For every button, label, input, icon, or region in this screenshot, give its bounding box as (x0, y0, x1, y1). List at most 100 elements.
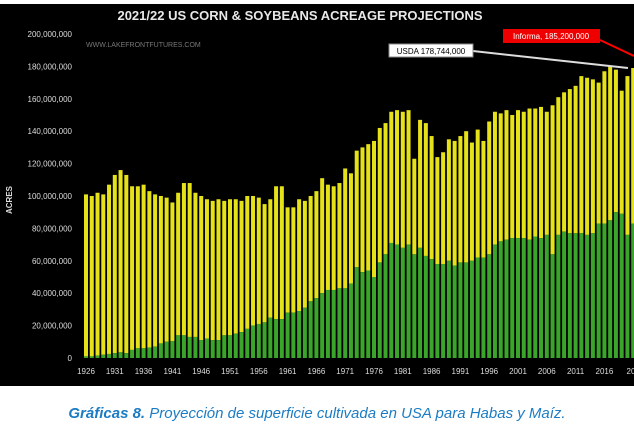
bar-corn (308, 196, 313, 302)
x-tick-label: 2011 (567, 367, 585, 376)
y-tick-label: 200,000,000 (28, 30, 73, 39)
bar-corn (153, 194, 158, 347)
bar-corn (475, 129, 480, 258)
bar-corn (360, 147, 365, 273)
bar-soybeans (573, 233, 578, 358)
bar-corn (274, 186, 279, 320)
bar-soybeans (492, 244, 497, 358)
bar-soybeans (314, 298, 319, 358)
bar-corn (84, 194, 88, 357)
bar-corn (464, 131, 469, 263)
bar-corn (170, 202, 175, 341)
bar-corn (400, 111, 405, 248)
bar-soybeans (360, 272, 365, 358)
y-tick-label: 20,000,000 (32, 322, 73, 331)
bar-corn (130, 186, 135, 350)
bar-corn (302, 200, 307, 308)
bar-soybeans (176, 335, 181, 358)
bar-corn (297, 199, 302, 312)
bar-soybeans (613, 212, 618, 358)
bar-corn (418, 119, 423, 248)
bar-soybeans (279, 319, 284, 358)
bar-soybeans (285, 312, 290, 358)
acreage-chart: 2021/22 US CORN & SOYBEANS ACREAGE PROJE… (0, 4, 634, 386)
x-tick-label: 1941 (164, 367, 182, 376)
bar-soybeans (164, 341, 169, 358)
bar-soybeans (170, 340, 175, 358)
x-tick-label: 1971 (336, 367, 354, 376)
bar-soybeans (216, 340, 221, 358)
bar-soybeans (256, 323, 261, 358)
bar-soybeans (475, 257, 480, 358)
bar-soybeans (596, 223, 601, 358)
bar-corn (602, 71, 607, 224)
bar-soybeans (245, 328, 250, 358)
bar-corn (492, 111, 497, 245)
bar-soybeans (343, 288, 348, 358)
bar-corn (112, 174, 117, 354)
bar-corn (562, 92, 567, 232)
bar-soybeans (262, 322, 267, 358)
bar-corn (585, 77, 590, 235)
bar-corn (285, 207, 290, 313)
bar-soybeans (158, 343, 163, 358)
x-tick-label: 1956 (250, 367, 268, 376)
bar-soybeans (130, 349, 135, 358)
figure-caption: Gráficas 8. Proyección de superficie cul… (0, 405, 634, 422)
bar-corn (556, 97, 561, 235)
bar-soybeans (516, 238, 520, 358)
chart-svg: 2021/22 US CORN & SOYBEANS ACREAGE PROJE… (5, 8, 634, 376)
bar-corn (481, 140, 486, 258)
bar-soybeans (602, 223, 607, 358)
bar-corn (372, 140, 376, 277)
bar-corn (389, 111, 394, 243)
x-tick-label: 2016 (596, 367, 614, 376)
bar-soybeans (487, 254, 492, 358)
bar-corn (239, 200, 244, 333)
bar-corn (423, 123, 428, 256)
bar-corn (101, 194, 106, 355)
bar-soybeans (556, 234, 561, 358)
bar-soybeans (464, 262, 469, 358)
bar-soybeans (107, 353, 112, 358)
x-tick-label: 1996 (480, 367, 498, 376)
bar-soybeans (446, 260, 451, 358)
bar-soybeans (95, 355, 100, 358)
bar-soybeans (204, 338, 209, 358)
bar-soybeans (406, 244, 411, 358)
bar-soybeans (331, 289, 336, 358)
bar-soybeans (412, 254, 417, 358)
bar-corn (222, 200, 227, 336)
y-tick-label: 0 (68, 354, 73, 363)
bar-soybeans (631, 223, 634, 358)
bar-soybeans (550, 254, 555, 358)
bar-soybeans (239, 332, 244, 358)
bar-soybeans (320, 293, 325, 358)
y-axis-label: ACRES (5, 185, 14, 214)
bar-corn (135, 186, 140, 349)
bar-corn (337, 183, 342, 289)
x-tick-label: 1966 (308, 367, 326, 376)
bar-corn (533, 108, 538, 237)
bar-corn (516, 110, 520, 239)
caption-label: Gráficas 8. (68, 405, 146, 422)
x-tick-label: 1936 (135, 367, 153, 376)
bar-soybeans (441, 264, 446, 358)
bar-soybeans (498, 241, 503, 358)
bar-soybeans (124, 353, 129, 358)
bar-soybeans (297, 311, 302, 358)
bar-corn (608, 66, 613, 221)
bar-corn (268, 199, 273, 318)
bar-corn (279, 186, 284, 320)
bar-corn (354, 150, 359, 268)
bar-corn (291, 207, 296, 313)
x-tick-label: 202 (627, 367, 634, 376)
bar-corn (124, 174, 129, 354)
bar-corn (504, 110, 509, 240)
usda-annotation-box (388, 43, 474, 58)
bar-corn (95, 192, 100, 356)
bar-corn (613, 69, 618, 213)
x-tick-label: 1926 (77, 367, 95, 376)
bar-soybeans (539, 238, 544, 358)
bar-soybeans (429, 259, 434, 358)
